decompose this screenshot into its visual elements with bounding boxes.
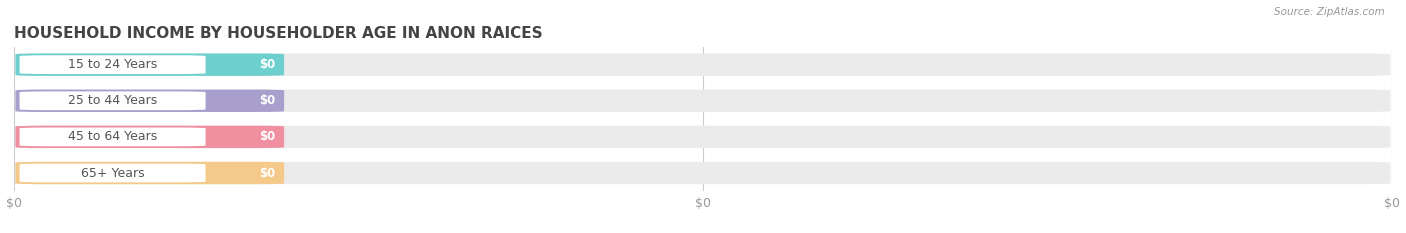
- FancyBboxPatch shape: [20, 55, 205, 74]
- FancyBboxPatch shape: [15, 126, 1391, 148]
- FancyBboxPatch shape: [20, 164, 205, 182]
- Text: HOUSEHOLD INCOME BY HOUSEHOLDER AGE IN ANON RAICES: HOUSEHOLD INCOME BY HOUSEHOLDER AGE IN A…: [14, 26, 543, 41]
- FancyBboxPatch shape: [20, 127, 205, 146]
- Text: 25 to 44 Years: 25 to 44 Years: [67, 94, 157, 107]
- Text: Source: ZipAtlas.com: Source: ZipAtlas.com: [1274, 7, 1385, 17]
- FancyBboxPatch shape: [15, 53, 284, 76]
- FancyBboxPatch shape: [15, 126, 284, 148]
- FancyBboxPatch shape: [15, 162, 284, 184]
- FancyBboxPatch shape: [15, 89, 1391, 112]
- FancyBboxPatch shape: [20, 91, 205, 110]
- Text: 65+ Years: 65+ Years: [80, 167, 145, 179]
- FancyBboxPatch shape: [15, 53, 1391, 76]
- Text: $0: $0: [260, 167, 276, 179]
- Text: 15 to 24 Years: 15 to 24 Years: [67, 58, 157, 71]
- Text: $0: $0: [260, 130, 276, 143]
- Text: 45 to 64 Years: 45 to 64 Years: [67, 130, 157, 143]
- Text: $0: $0: [260, 94, 276, 107]
- FancyBboxPatch shape: [15, 89, 284, 112]
- FancyBboxPatch shape: [15, 162, 1391, 184]
- Text: $0: $0: [260, 58, 276, 71]
